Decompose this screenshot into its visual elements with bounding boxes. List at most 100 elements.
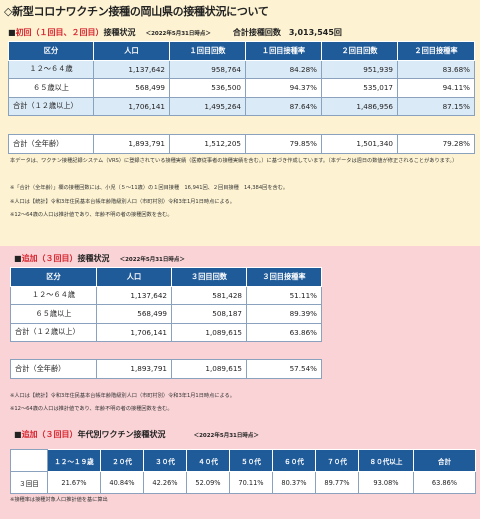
table-cell: １２～６４歳	[10, 285, 97, 305]
section3-title-red: 追加（３回目）	[21, 430, 78, 439]
col-header: １回目回数	[169, 41, 246, 61]
table-row: 合計（全年齢） 1,893,791 1,512,205 79.85% 1,501…	[8, 134, 475, 154]
section-booster-by-age: ■追加（３回目）年代別ワクチン接種状況 ＜2022年5月31日時点＞ １２～１９歳…	[0, 417, 480, 519]
col-header: ２回目回数	[321, 41, 398, 61]
col-header: ３回目接種率	[246, 267, 322, 287]
initial-vaccination-table: 区分 人口 １回目回数 １回目接種率 ２回目回数 ２回目接種率 １２～６４歳 1…	[8, 41, 475, 116]
section1-title-rest: 接種状況	[103, 28, 136, 37]
table-row: 合計（全年齢） 1,893,791 1,089,615 57.54%	[10, 359, 322, 379]
section2-date: ＜2022年5月31日時点＞	[119, 257, 185, 263]
note-text: ※「合計（全年齢）」欄の接種回数には、小児（５～11歳）の１回目接種 16,94…	[10, 185, 289, 191]
note-text: ※接種率は接種対象人口推計値を基に算出	[10, 497, 108, 503]
col-header: ３０代	[143, 449, 187, 472]
table-cell: 70.11%	[229, 471, 273, 494]
table-cell: 1,486,956	[321, 96, 398, 116]
note-text: ※12～64歳の人口は推計値であり、年齢不明の者の接種回数を含む。	[10, 212, 173, 218]
col-header: 区分	[10, 267, 97, 287]
section-initial-vaccination: ◇新型コロナワクチン接種の岡山県の接種状況について ■初回（１回目、２回目）接種…	[0, 0, 480, 246]
table-cell: 1,137,642	[96, 285, 172, 305]
section1-total-label: 合計接種回数	[232, 28, 281, 37]
table-cell: 1,089,615	[171, 359, 247, 379]
table-cell: 84.28%	[245, 59, 322, 79]
table-cell: ６５歳以上	[8, 78, 94, 98]
section3-title: ■追加（３回目）年代別ワクチン接種状況 ＜2022年5月31日時点＞	[14, 429, 259, 440]
table-cell: 51.11%	[246, 285, 322, 305]
section-booster-vaccination: ■追加（３回目）接種状況 ＜2022年5月31日時点＞ 区分 人口 ３回目回数 ３…	[0, 246, 480, 417]
table-cell: 958,764	[169, 59, 246, 79]
table-cell: 合計（１２歳以上）	[8, 96, 94, 116]
table-cell: 63.86%	[413, 471, 476, 494]
table-cell: 83.68%	[397, 59, 475, 79]
table-cell: 93.08%	[358, 471, 414, 494]
col-header: ６０代	[272, 449, 316, 472]
table-cell: 508,187	[171, 304, 247, 324]
table-header-row: 区分 人口 ３回目回数 ３回目接種率	[10, 267, 322, 287]
col-header: ４０代	[186, 449, 230, 472]
note-text: 本データは、ワクチン接種記録システム（VRS）に登録されている接種実績（医療従事…	[10, 158, 458, 164]
section3-marker: ■	[14, 430, 22, 439]
table-header-row: 区分 人口 １回目回数 １回目接種率 ２回目回数 ２回目接種率	[8, 41, 475, 61]
table-cell: 79.85%	[245, 134, 322, 154]
section1-date: ＜2022年5月31日時点＞	[145, 31, 211, 37]
table-row: ６５歳以上 568,499 536,500 94.37% 535,017 94.…	[8, 78, 475, 98]
table-cell: 合計（１２歳以上）	[10, 322, 97, 342]
table-cell: 63.86%	[246, 322, 322, 342]
col-header: 人口	[96, 267, 172, 287]
table-cell: 951,939	[321, 59, 398, 79]
section2-title: ■追加（３回目）接種状況 ＜2022年5月31日時点＞	[14, 253, 185, 264]
table-cell: 1,893,791	[96, 359, 172, 379]
page-title: ◇新型コロナワクチン接種の岡山県の接種状況について	[4, 5, 269, 18]
section3-title-rest: 年代別ワクチン接種状況	[77, 430, 166, 439]
initial-total-table: 合計（全年齢） 1,893,791 1,512,205 79.85% 1,501…	[8, 134, 475, 154]
table-cell: 1,137,642	[93, 59, 170, 79]
section1-title: ■初回（１回目、２回目）接種状況 ＜2022年5月31日時点＞ 合計接種回数 3,01…	[8, 27, 342, 38]
table-cell: 94.37%	[245, 78, 322, 98]
col-header: １回目接種率	[245, 41, 322, 61]
table-cell: 40.84%	[100, 471, 144, 494]
table-cell: 89.77%	[315, 471, 359, 494]
section1-marker: ■	[8, 28, 16, 37]
table-cell: 1,501,340	[321, 134, 398, 154]
note-text: ※人口は【統計】令和3年住民基本台帳年齢階級別人口（市町村別）令和3年1月1日時…	[10, 393, 235, 399]
booster-total-table: 合計（全年齢） 1,893,791 1,089,615 57.54%	[10, 359, 322, 379]
section3-date: ＜2022年5月31日時点＞	[193, 433, 259, 439]
table-cell: 87.64%	[245, 96, 322, 116]
table-row: １２～６４歳 1,137,642 958,764 84.28% 951,939 …	[8, 59, 475, 79]
section2-title-red: 追加（３回目）	[21, 254, 78, 263]
table-cell: 57.54%	[246, 359, 322, 379]
table-cell: 536,500	[169, 78, 246, 98]
section1-total-value: 3,013,545回	[288, 28, 342, 37]
table-row: ６５歳以上 568,499 508,187 89.39%	[10, 304, 322, 324]
table-cell: 80.37%	[272, 471, 316, 494]
table-cell: 94.11%	[397, 78, 475, 98]
section2-title-rest: 接種状況	[77, 254, 110, 263]
table-cell: 1,089,615	[171, 322, 247, 342]
table-cell: 42.26%	[143, 471, 187, 494]
table-cell: 21.67%	[47, 471, 101, 494]
booster-vaccination-table: 区分 人口 ３回目回数 ３回目接種率 １２～６４歳 1,137,642 581,…	[10, 267, 322, 342]
col-header: 合計	[413, 449, 476, 472]
table-cell: 合計（全年齢）	[8, 134, 94, 154]
col-header	[10, 449, 48, 472]
table-cell: 79.28%	[397, 134, 475, 154]
col-header: ２回目接種率	[397, 41, 475, 61]
table-row: 合計（１２歳以上） 1,706,141 1,495,264 87.64% 1,4…	[8, 96, 475, 116]
table-row: 合計（１２歳以上） 1,706,141 1,089,615 63.86%	[10, 322, 322, 342]
table-header-row: １２～１９歳 ２０代 ３０代 ４０代 ５０代 ６０代 ７０代 ８０代以上 合計	[10, 449, 476, 472]
table-cell: 1,706,141	[96, 322, 172, 342]
section2-marker: ■	[14, 254, 22, 263]
table-cell: 535,017	[321, 78, 398, 98]
table-cell: 581,428	[171, 285, 247, 305]
section1-title-red: 初回（１回目、２回目）	[15, 28, 104, 37]
col-header: ２０代	[100, 449, 144, 472]
table-cell: 1,706,141	[93, 96, 170, 116]
col-header: 区分	[8, 41, 94, 61]
table-cell: 1,512,205	[169, 134, 246, 154]
table-cell: 合計（全年齢）	[10, 359, 97, 379]
col-header: ７０代	[315, 449, 359, 472]
note-text: ※人口は【統計】令和3年住民基本台帳年齢階級別人口（市町村別）令和3年1月1日時…	[10, 199, 235, 205]
table-cell: 568,499	[96, 304, 172, 324]
col-header: ５０代	[229, 449, 273, 472]
col-header: １２～１９歳	[47, 449, 101, 472]
table-cell: 568,499	[93, 78, 170, 98]
